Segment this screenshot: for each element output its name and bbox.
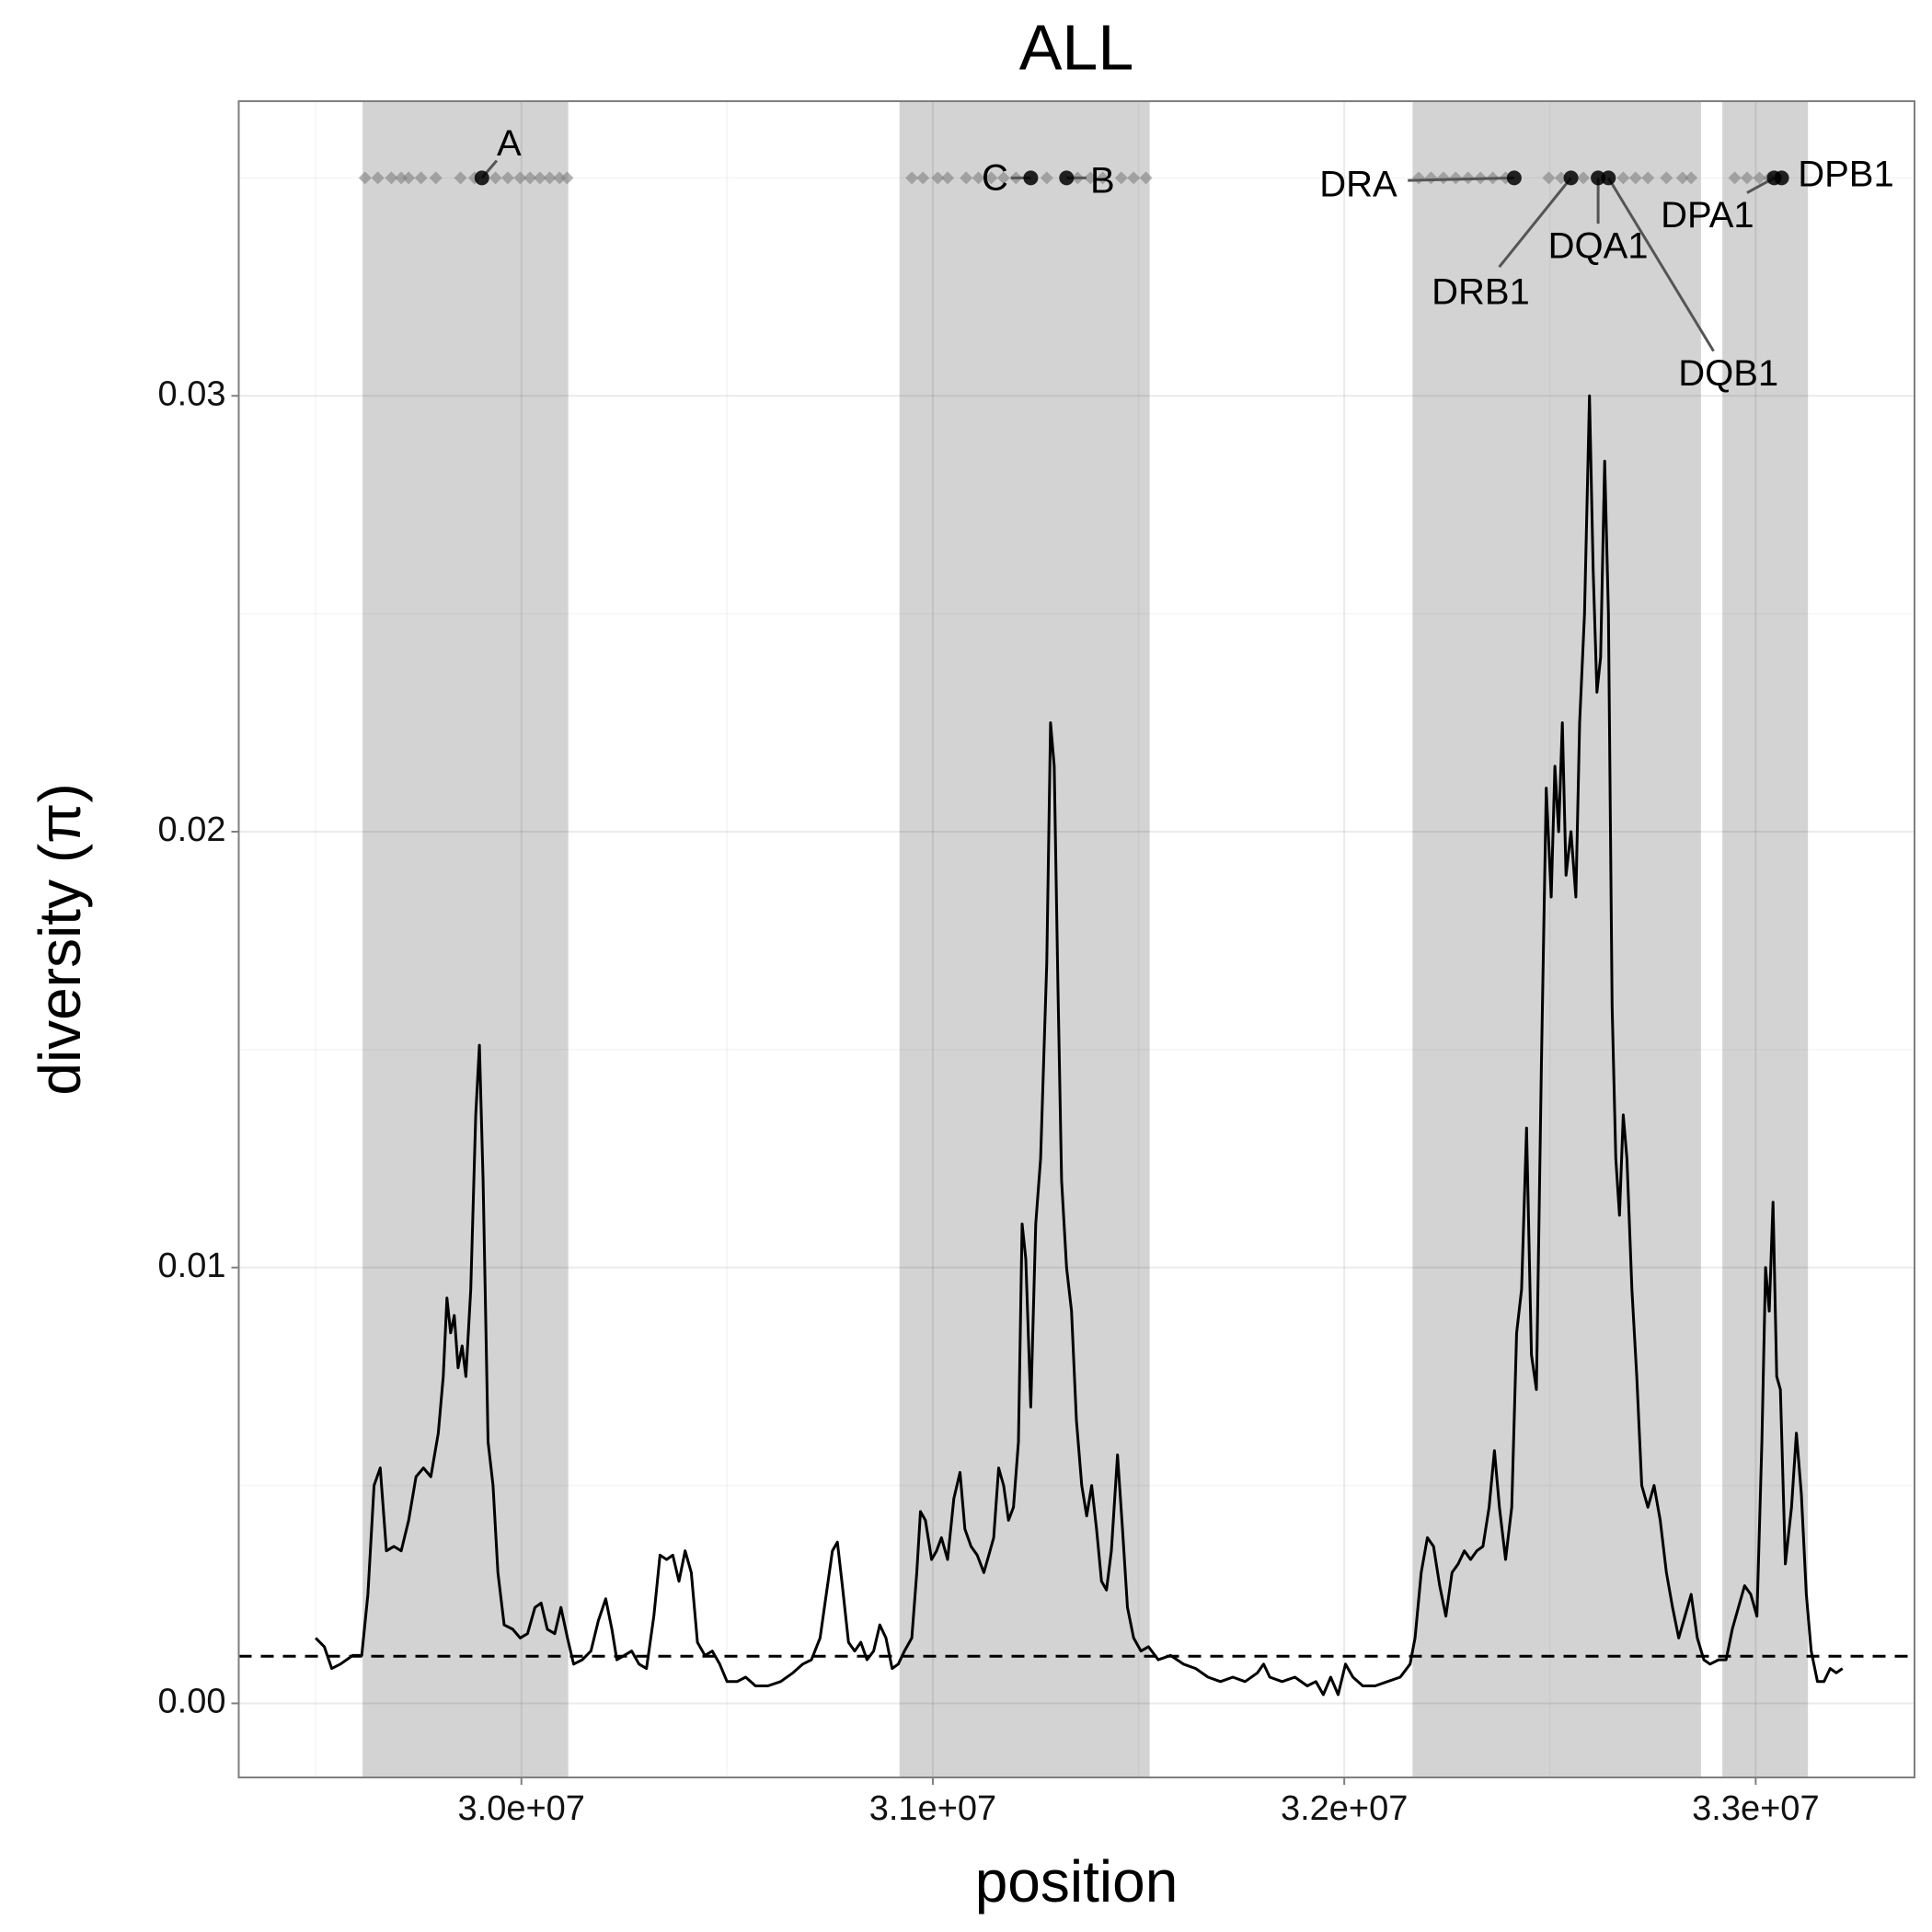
gene-marker — [1576, 171, 1590, 185]
gene-point — [474, 170, 489, 186]
shaded-region — [1412, 101, 1701, 1777]
gene-label: DRA — [1319, 164, 1397, 204]
gene-marker — [414, 171, 428, 185]
shaded-region — [362, 101, 569, 1777]
gene-point — [1601, 170, 1616, 186]
gene-marker — [984, 171, 998, 185]
gene-marker — [1096, 171, 1110, 185]
y-tick-label: 0.00 — [158, 1682, 226, 1720]
gene-marker — [1436, 171, 1450, 185]
y-tick-label: 0.03 — [158, 374, 226, 413]
gene-label: C — [982, 158, 1008, 199]
gene-marker — [1542, 171, 1556, 185]
gene-marker — [1616, 171, 1630, 185]
shaded-region — [899, 101, 1150, 1777]
gene-marker — [402, 171, 416, 185]
gene-marker — [1127, 171, 1141, 185]
x-tick-label: 3.1e+07 — [869, 1789, 996, 1828]
gene-marker — [1040, 171, 1053, 185]
gene-label: A — [497, 123, 522, 164]
gene-marker — [371, 171, 385, 185]
gene-point — [1059, 170, 1075, 186]
gene-label: B — [1090, 160, 1115, 201]
gene-marker — [996, 171, 1010, 185]
y-tick-label: 0.02 — [158, 811, 226, 849]
shaded-region — [1722, 101, 1809, 1777]
leader-line — [1408, 176, 1514, 182]
gene-marker — [513, 171, 527, 185]
gene-marker — [1753, 171, 1766, 185]
gene-marker — [553, 171, 567, 185]
gene-marker — [931, 171, 945, 185]
gene-marker — [385, 171, 398, 185]
gene-marker — [358, 171, 372, 185]
gene-marker — [916, 171, 930, 185]
gene-marker — [523, 171, 537, 185]
gene-marker — [454, 171, 467, 185]
x-axis-label: position — [975, 1848, 1179, 1915]
x-tick-label: 3.3e+07 — [1692, 1789, 1819, 1828]
gene-point — [1774, 170, 1789, 186]
gene-marker — [560, 171, 574, 185]
gene-marker — [395, 171, 408, 185]
x-tick-label: 3.2e+07 — [1281, 1789, 1408, 1828]
gene-label: DRB1 — [1432, 271, 1530, 312]
gene-marker — [1740, 171, 1754, 185]
gene-label: DQB1 — [1678, 353, 1778, 394]
y-tick-label: 0.01 — [158, 1247, 226, 1285]
gene-label: DQA1 — [1548, 226, 1649, 267]
gene-marker — [1641, 171, 1655, 185]
gene-marker — [1685, 171, 1698, 185]
gene-marker — [905, 171, 919, 185]
gene-marker — [1628, 171, 1642, 185]
y-axis-label: diversity (π) — [27, 783, 93, 1095]
gene-label: DPA1 — [1661, 195, 1754, 236]
gene-point — [1591, 170, 1606, 186]
gene-marker — [960, 171, 973, 185]
gene-marker — [1114, 171, 1128, 185]
gene-marker — [1660, 171, 1673, 185]
gene-point — [1563, 170, 1579, 186]
gene-marker — [500, 171, 514, 185]
gene-marker — [1139, 171, 1153, 185]
leader-line — [1606, 177, 1715, 352]
gene-marker — [489, 171, 502, 185]
gene-marker — [543, 171, 557, 185]
leader-line — [1498, 177, 1572, 269]
gene-marker — [429, 171, 443, 185]
gene-marker — [533, 171, 546, 185]
diversity-line — [315, 394, 1844, 1696]
chart-title: ALL — [1019, 11, 1134, 83]
gene-label: DPB1 — [1798, 155, 1894, 195]
gene-marker — [1675, 171, 1689, 185]
gene-marker — [972, 171, 985, 185]
gene-marker — [1554, 171, 1568, 185]
gene-marker — [1728, 171, 1742, 185]
gene-point — [1506, 170, 1522, 186]
gene-point — [1023, 170, 1039, 186]
gene-marker — [1084, 171, 1098, 185]
gene-marker — [941, 171, 955, 185]
x-tick-label: 3.0e+07 — [458, 1789, 585, 1828]
panel-border — [237, 100, 1915, 1778]
